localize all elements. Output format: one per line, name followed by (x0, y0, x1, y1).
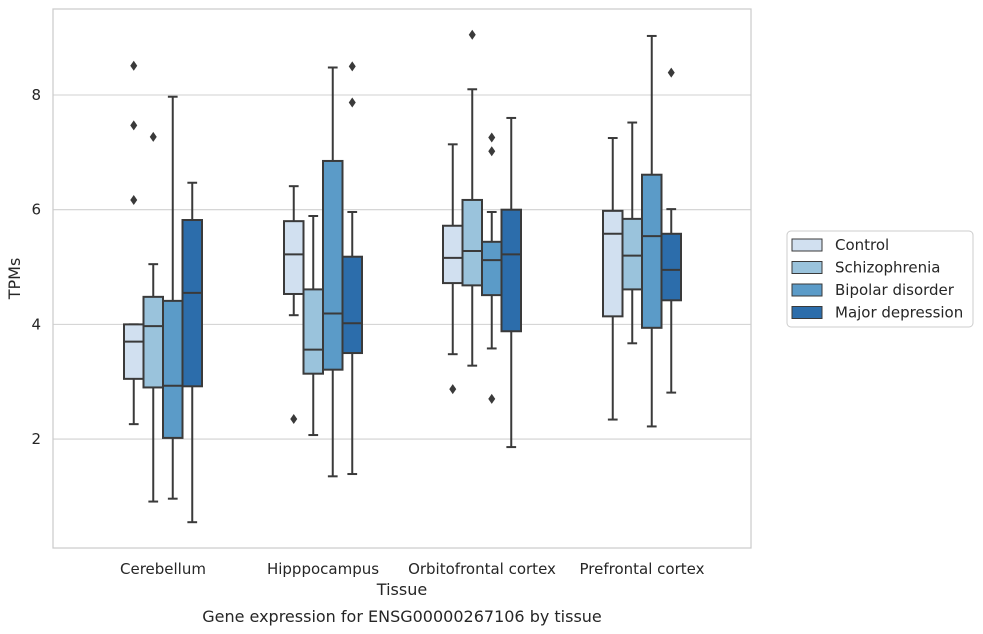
x-tick-label: Hipppocampus (267, 560, 379, 578)
x-axis-ticks: Cerebellum Hipppocampus Orbitofrontal cort… (120, 560, 705, 578)
box-iqr (461, 198, 483, 287)
legend-frame (786, 230, 974, 328)
legend-label: Control (835, 236, 889, 254)
y-tick-label: 2 (31, 430, 41, 448)
legend-label: Major depression (835, 304, 963, 322)
box-iqr (621, 217, 643, 291)
box-bipolar-disorder (322, 66, 344, 478)
outlier-point (488, 146, 496, 157)
box-iqr (602, 209, 624, 318)
y-tick-label: 4 (31, 315, 41, 333)
box-major-depression (341, 61, 363, 476)
outlier-point (449, 384, 457, 395)
x-tick-label: Cerebellum (120, 560, 206, 578)
legend-swatch (791, 306, 823, 319)
box-iqr (500, 208, 522, 333)
box-iqr (283, 220, 305, 295)
y-axis-ticks: 2 4 6 8 (31, 86, 41, 448)
box-iqr (341, 255, 363, 355)
legend-swatch (791, 261, 823, 274)
legend-label: Schizophrenia (835, 259, 940, 277)
outlier-point (130, 60, 138, 71)
chart-caption: Gene expression for ENSG00000267106 by t… (202, 607, 602, 626)
box-bipolar-disorder (162, 95, 184, 500)
box-series-group (123, 29, 682, 524)
x-tick-label: Orbitofrontal cortex (408, 560, 556, 578)
box-bipolar-disorder (641, 34, 663, 428)
legend-swatch (791, 238, 823, 252)
outlier-point (468, 29, 476, 40)
box-schizophrenia (302, 214, 324, 437)
outlier-point (348, 61, 356, 72)
box-iqr (641, 173, 663, 329)
box-control (283, 185, 305, 424)
outlier-point (488, 132, 496, 143)
box-control (602, 137, 624, 421)
legend-swatch (791, 283, 823, 297)
box-iqr (302, 288, 324, 375)
box-iqr (162, 299, 184, 439)
box-iqr (660, 232, 682, 302)
box-iqr (142, 295, 164, 389)
box-major-depression (660, 67, 682, 394)
outlier-point (488, 393, 496, 404)
outlier-point (667, 67, 675, 78)
box-iqr (481, 240, 503, 297)
outlier-point (290, 413, 298, 424)
plot-area-frame (52, 8, 752, 549)
box-schizophrenia (142, 131, 164, 503)
y-tick-label: 6 (31, 201, 41, 219)
box-schizophrenia (621, 121, 643, 345)
legend-label: Bipolar disorder (835, 281, 955, 299)
box-major-depression (500, 116, 522, 449)
outlier-point (149, 131, 157, 142)
box-iqr (322, 159, 344, 371)
box-control (442, 143, 464, 395)
box-bipolar-disorder (481, 132, 503, 404)
box-iqr (181, 219, 203, 388)
box-iqr (123, 323, 145, 380)
box-iqr (442, 224, 464, 285)
x-tick-label: Prefrontal cortex (580, 560, 705, 578)
legend: Control Schizophrenia Bipolar disorder Majo… (786, 230, 974, 328)
y-tick-label: 8 (31, 86, 41, 104)
box-schizophrenia (461, 29, 483, 367)
box-control (123, 60, 145, 426)
outlier-point (130, 194, 138, 205)
y-axis-label: TPMs (5, 258, 24, 301)
box-major-depression (181, 181, 203, 524)
x-axis-label: Tissue (376, 580, 427, 599)
outlier-point (130, 120, 138, 131)
outlier-point (348, 97, 356, 108)
